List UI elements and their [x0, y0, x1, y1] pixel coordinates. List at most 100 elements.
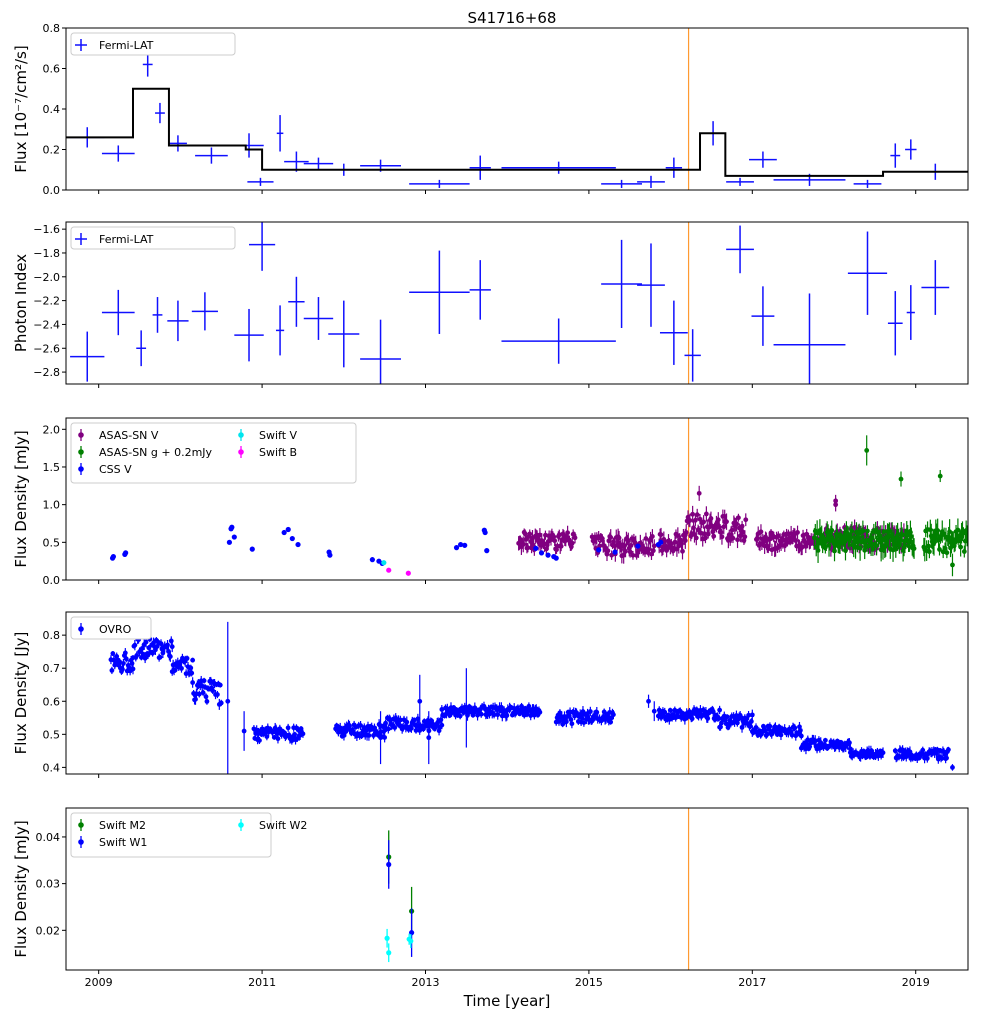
- data-point: [122, 650, 128, 656]
- y-tick-label: 0.6: [43, 63, 61, 76]
- data-point: [908, 534, 914, 539]
- data-point: [123, 656, 129, 662]
- axes-frame: [65, 221, 969, 385]
- data-point: [627, 549, 633, 555]
- data-point: [188, 665, 194, 671]
- data-point: [950, 764, 955, 770]
- data-point: [870, 546, 876, 552]
- data-point: [857, 545, 863, 551]
- legend-marker: [78, 626, 84, 632]
- y-tick-label: 0.6: [43, 695, 61, 708]
- y-tick-label: 0.4: [43, 103, 61, 116]
- data-point: [886, 528, 892, 534]
- data-point: [942, 545, 948, 551]
- data-point: [715, 517, 721, 523]
- data-point: [463, 705, 469, 711]
- data-point: [596, 547, 602, 553]
- y-tick-label: 0.0: [43, 574, 61, 587]
- data-point: [381, 560, 387, 566]
- data-point: [748, 718, 754, 724]
- data-point: [504, 712, 510, 718]
- data-point: [951, 543, 957, 549]
- data-point: [611, 712, 616, 718]
- data-point: [285, 725, 291, 731]
- data-point: [120, 666, 125, 672]
- data-point: [457, 713, 463, 719]
- series-css-v: [109, 524, 664, 567]
- data-point: [775, 533, 781, 539]
- y-tick-label: 0.4: [43, 761, 61, 774]
- data-point: [776, 724, 782, 730]
- data-point: [143, 639, 149, 645]
- panels: 0.0 0.2 0.4 0.6 0.8 Flux [10⁻⁷/cm²/s] Fermi-LA…: [12, 22, 969, 989]
- data-point: [200, 690, 206, 696]
- data-point: [386, 861, 392, 868]
- data-point: [853, 544, 858, 550]
- x-axis-label: Time [year]: [463, 992, 551, 1010]
- data-point: [204, 699, 210, 704]
- data-point: [300, 731, 306, 737]
- axes-frame: [65, 611, 969, 775]
- data-point: [683, 530, 689, 535]
- data-point: [382, 735, 388, 740]
- data-point: [117, 659, 122, 665]
- data-point: [257, 738, 262, 743]
- data-point: [150, 650, 156, 656]
- data-point: [130, 666, 136, 672]
- y-tick-label: 0.02: [36, 924, 61, 937]
- data-point: [366, 732, 372, 738]
- data-point: [281, 529, 287, 536]
- data-point: [601, 709, 607, 715]
- data-point: [179, 665, 184, 671]
- y-tick-label: 0.2: [43, 144, 61, 157]
- data-point: [675, 533, 681, 539]
- data-point: [680, 548, 685, 554]
- data-point: [717, 707, 723, 713]
- data-point: [947, 529, 953, 535]
- y-tick-label: 0.04: [36, 831, 61, 844]
- data-point: [241, 728, 247, 734]
- data-point: [533, 545, 539, 551]
- data-point: [520, 541, 526, 547]
- data-point: [229, 524, 235, 530]
- data-point: [884, 539, 890, 545]
- legend-marker: [78, 839, 84, 845]
- data-point: [289, 738, 295, 744]
- data-point: [834, 534, 840, 539]
- data-point: [798, 727, 803, 733]
- data-point: [392, 725, 398, 730]
- data-point: [218, 700, 224, 706]
- data-point: [860, 528, 866, 534]
- data-point: [556, 719, 562, 724]
- y-tick-label: −1.8: [33, 247, 60, 260]
- data-point: [408, 725, 414, 731]
- x-tick-label: 2017: [738, 976, 766, 989]
- figure-title: S41716+68: [468, 9, 557, 27]
- data-point: [184, 655, 190, 661]
- data-point: [537, 709, 543, 715]
- y-tick-label: 0.0: [43, 184, 61, 197]
- plot-area-radio: [108, 612, 955, 774]
- data-point: [944, 550, 950, 556]
- data-point: [646, 547, 652, 552]
- data-point: [110, 651, 116, 656]
- legend-box: [70, 812, 272, 858]
- data-point: [581, 720, 587, 726]
- data-point: [167, 654, 173, 659]
- data-point: [693, 535, 699, 541]
- series-swift-w2: [384, 928, 414, 963]
- data-point: [833, 502, 839, 508]
- data-point: [623, 548, 628, 554]
- data-point: [937, 473, 943, 479]
- data-point: [109, 668, 115, 673]
- data-point: [703, 511, 709, 517]
- data-point: [203, 694, 209, 700]
- data-point: [439, 707, 445, 712]
- data-point: [447, 712, 453, 718]
- data-point: [753, 725, 759, 730]
- data-point: [803, 543, 809, 549]
- data-point: [384, 935, 390, 941]
- data-point: [874, 543, 879, 549]
- series-swift-m2: [386, 830, 415, 936]
